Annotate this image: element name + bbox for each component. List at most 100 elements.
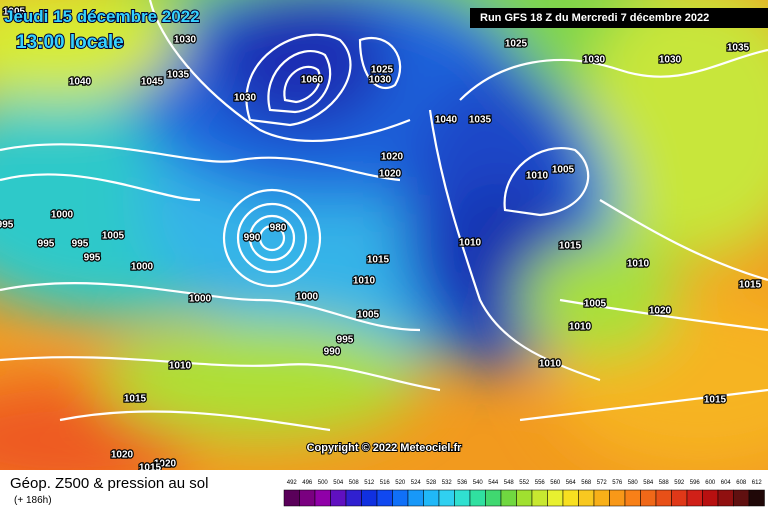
colorbar-swatch bbox=[717, 489, 734, 507]
isobar-label: 1010 bbox=[459, 238, 482, 249]
isobar-label: 1020 bbox=[111, 450, 134, 461]
colorbar-swatch bbox=[686, 489, 703, 507]
isobar-label: 990 bbox=[244, 233, 261, 244]
colorbar-swatch bbox=[283, 489, 300, 507]
isobar-label: 1000 bbox=[131, 262, 154, 273]
colorbar-label: 608 bbox=[736, 480, 747, 486]
isobar-label: 1000 bbox=[51, 210, 74, 221]
colorbar-label: 576 bbox=[612, 480, 623, 486]
isobar-label: 1015 bbox=[124, 394, 147, 405]
colorbar-swatch bbox=[407, 489, 424, 507]
colorbar-label: 536 bbox=[457, 480, 468, 486]
colorbar-label: 504 bbox=[333, 480, 344, 486]
isobar-label: 1010 bbox=[169, 361, 192, 372]
isobar-label: 1020 bbox=[381, 152, 404, 163]
isobar-label: 1040 bbox=[435, 115, 458, 126]
colorbar-swatch bbox=[593, 489, 610, 507]
colorbar-swatch bbox=[578, 489, 595, 507]
colorbar-swatch bbox=[516, 489, 533, 507]
colorbar-swatch bbox=[469, 489, 486, 507]
isobar-label: 1010 bbox=[526, 171, 549, 182]
isobar-label: 1000 bbox=[296, 292, 319, 303]
isobar-label: 1015 bbox=[559, 241, 582, 252]
colorbar-label: 564 bbox=[566, 480, 577, 486]
colorbar-label: 540 bbox=[473, 480, 484, 486]
colorbar-swatch bbox=[562, 489, 579, 507]
run-label: Run GFS 18 Z du Mercredi 7 décembre 2022 bbox=[480, 12, 709, 24]
colorbar-label: 580 bbox=[628, 480, 639, 486]
colorbar-swatch bbox=[438, 489, 455, 507]
isobar-label: 1045 bbox=[141, 77, 164, 88]
isobar-label: 1035 bbox=[469, 115, 492, 126]
colorbar-label: 604 bbox=[721, 480, 732, 486]
isobar-label: 1005 bbox=[552, 165, 575, 176]
isobar-label: 1040 bbox=[69, 77, 92, 88]
colorbar-swatch bbox=[624, 489, 641, 507]
isobar-label: 1015 bbox=[704, 395, 727, 406]
copyright: Copyright © 2022 Meteociel.fr bbox=[307, 442, 463, 454]
isobar-label: 1035 bbox=[727, 43, 750, 54]
isobar-label: 1005 bbox=[3, 7, 26, 18]
colorbar-swatch bbox=[500, 489, 517, 507]
colorbar-label: 500 bbox=[318, 480, 329, 486]
colorbar-swatch bbox=[392, 489, 409, 507]
colorbar-swatch bbox=[485, 489, 502, 507]
isobar-label: 980 bbox=[270, 223, 287, 234]
isobar-label: 1030 bbox=[174, 35, 197, 46]
isobar-label: 1000 bbox=[189, 294, 212, 305]
colorbar-label: 516 bbox=[380, 480, 391, 486]
isobar-label: 995 bbox=[72, 239, 89, 250]
colorbar-label: 512 bbox=[364, 480, 375, 486]
isobar-label: 1030 bbox=[659, 55, 682, 66]
colorbar-label: 612 bbox=[752, 480, 763, 486]
colorbar-label: 528 bbox=[426, 480, 437, 486]
isobar-label: 1015 bbox=[739, 280, 762, 291]
isobar-label: 1015 bbox=[139, 463, 162, 474]
isobar-label: 1020 bbox=[649, 306, 672, 317]
colorbar-swatch bbox=[748, 489, 765, 507]
colorbar-label: 560 bbox=[550, 480, 561, 486]
colorbar-label: 532 bbox=[442, 480, 453, 486]
isobar-label: 990 bbox=[324, 347, 341, 358]
colorbar-swatch bbox=[376, 489, 393, 507]
isobar-label: 1030 bbox=[369, 75, 392, 86]
colorbar-label: 544 bbox=[488, 480, 499, 486]
colorbar-swatch bbox=[640, 489, 657, 507]
time-label: 13:00 locale bbox=[16, 32, 124, 53]
isobar-label: 1060 bbox=[301, 75, 324, 86]
isobar-label: 1010 bbox=[569, 322, 592, 333]
isobar-label: 1005 bbox=[357, 310, 380, 321]
colorbar-label: 556 bbox=[535, 480, 546, 486]
colorbar-label: 572 bbox=[597, 480, 608, 486]
legend-title: Géop. Z500 & pression au sol bbox=[10, 475, 208, 492]
isobar-label: 1030 bbox=[234, 93, 257, 104]
colorbar-label: 496 bbox=[302, 480, 313, 486]
colorbar-swatch bbox=[314, 489, 331, 507]
isobar-label: 1030 bbox=[583, 55, 606, 66]
isobar-label: 995 bbox=[337, 335, 354, 346]
colorbar-label: 548 bbox=[504, 480, 515, 486]
isobar-label: 1020 bbox=[154, 459, 177, 470]
colorbar-swatch bbox=[361, 489, 378, 507]
colorbar-swatch bbox=[547, 489, 564, 507]
run-box bbox=[470, 8, 768, 28]
colorbar-swatch bbox=[702, 489, 719, 507]
isobar-label: 995 bbox=[38, 239, 55, 250]
isobar-label: 1035 bbox=[167, 70, 190, 81]
isobar-label: 1005 bbox=[584, 299, 607, 310]
colorbar-label: 524 bbox=[411, 480, 422, 486]
colorbar-swatch bbox=[531, 489, 548, 507]
isobar-label: 1010 bbox=[353, 276, 376, 287]
isobar-label: 995 bbox=[84, 253, 101, 264]
colorbar-swatch bbox=[330, 489, 347, 507]
colorbar: 492 496 500 504 508 512 516 520 524 528 532 536 540 5… bbox=[283, 480, 765, 507]
isobar-label: 1025 bbox=[371, 65, 394, 76]
colorbar-label: 588 bbox=[659, 480, 670, 486]
colorbar-swatch bbox=[609, 489, 626, 507]
colorbar-label: 492 bbox=[287, 480, 298, 486]
colorbar-swatch bbox=[671, 489, 688, 507]
isobar-label: 1005 bbox=[102, 231, 125, 242]
